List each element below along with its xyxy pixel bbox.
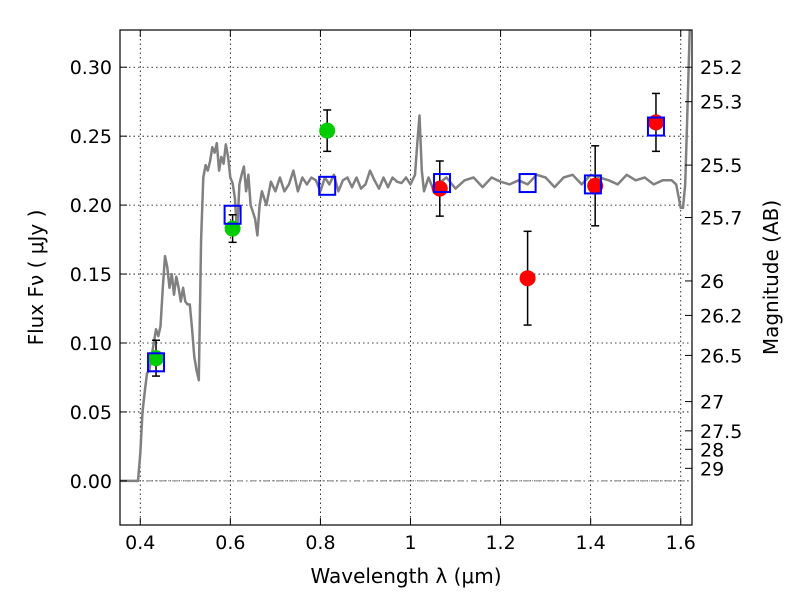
model-square-point [318,175,337,196]
green-data-point [319,122,336,139]
x-axis-ticks: 0.4 0.6 0.8 1 1.2 1.4 1.6 [125,30,696,554]
x-axis-label: Wavelength λ (μm) [310,564,501,588]
y2-tick-label: 26.2 [700,305,742,327]
model-square-point [433,173,452,194]
x-tick-label: 1.2 [485,532,515,554]
y-tick-label: 0.05 [70,402,112,424]
model-square-point [147,352,166,373]
red-data-point [587,177,604,194]
grid [120,30,692,525]
y-tick-label: 0.20 [70,195,112,217]
model-square-point [646,116,665,137]
y-tick-label: 0.15 [70,264,112,286]
spectrum-line [120,29,691,483]
model-square-point [223,204,242,225]
y2-tick-label: 29 [700,458,724,480]
spectrum-series [120,29,691,483]
y2-tick-label: 25.7 [700,208,742,230]
y2-tick-label: 27.5 [700,421,742,443]
x-tick-label: 1 [404,532,416,554]
y-axis-label: Flux Fν ( μJy ) [24,210,48,346]
y2-tick-label: 26.5 [700,345,742,367]
y-axis-ticks: 0.00 0.05 0.10 0.15 0.20 0.25 0.30 [70,57,127,493]
red-data-point [519,270,536,287]
y2-tick-label: 27 [700,392,724,414]
y-tick-label: 0.25 [70,126,112,148]
x-tick-label: 0.8 [305,532,335,554]
y2-tick-label: 26 [700,271,724,293]
y2-tick-label: 25.5 [700,155,742,177]
y2-tick-label: 25.2 [700,57,742,79]
y2-axis-label: Magnitude (AB) [759,200,783,355]
x-tick-label: 0.4 [125,532,155,554]
y-tick-label: 0.10 [70,333,112,355]
x-tick-label: 1.6 [666,532,696,554]
model-square-series [147,116,665,373]
model-square-point [518,173,537,194]
x-tick-label: 1.4 [576,532,606,554]
y2-tick-label: 28 [700,439,724,461]
x-tick-label: 0.6 [215,532,245,554]
plot-frame [119,29,693,526]
y2-tick-label: 25.3 [700,92,742,114]
y-tick-label: 0.00 [70,471,112,493]
y-tick-label: 0.30 [70,57,112,79]
model-square-point [583,174,602,195]
